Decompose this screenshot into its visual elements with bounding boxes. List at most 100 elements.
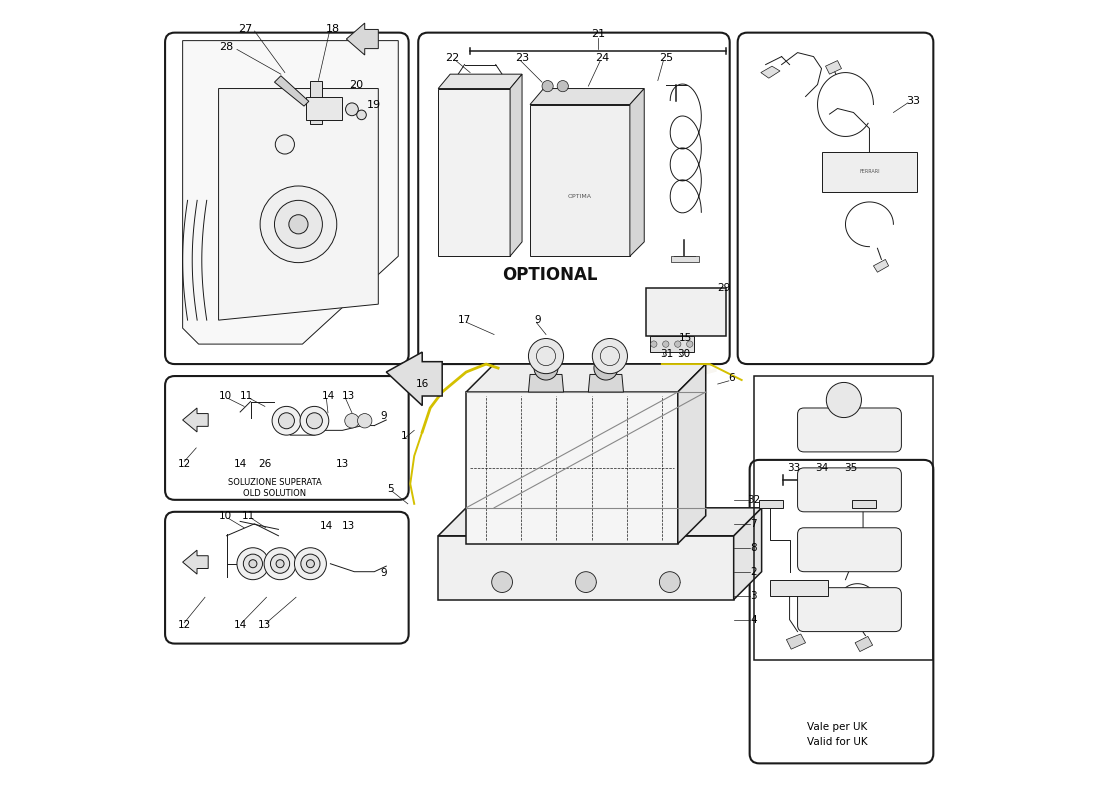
Text: 12: 12 bbox=[177, 620, 191, 630]
Circle shape bbox=[271, 554, 289, 574]
Text: 33: 33 bbox=[786, 463, 800, 473]
Text: 15: 15 bbox=[679, 333, 692, 342]
Circle shape bbox=[674, 341, 681, 347]
Text: 22: 22 bbox=[446, 53, 460, 63]
Circle shape bbox=[575, 572, 596, 593]
Polygon shape bbox=[219, 89, 378, 320]
FancyBboxPatch shape bbox=[798, 408, 901, 452]
Polygon shape bbox=[650, 336, 694, 352]
FancyBboxPatch shape bbox=[750, 460, 933, 763]
Polygon shape bbox=[466, 364, 706, 392]
Text: 25: 25 bbox=[659, 53, 673, 63]
Text: 11: 11 bbox=[240, 391, 253, 401]
Circle shape bbox=[659, 572, 680, 593]
FancyBboxPatch shape bbox=[165, 33, 408, 364]
Circle shape bbox=[542, 81, 553, 92]
Circle shape bbox=[650, 341, 657, 347]
Circle shape bbox=[344, 414, 359, 428]
Circle shape bbox=[300, 554, 320, 574]
Text: 14: 14 bbox=[321, 391, 334, 401]
Text: OPTIONAL: OPTIONAL bbox=[503, 266, 597, 285]
Text: 32: 32 bbox=[747, 495, 760, 505]
Text: OPTIMA: OPTIMA bbox=[568, 194, 592, 199]
Text: since 1985: since 1985 bbox=[520, 454, 644, 506]
Text: 14: 14 bbox=[320, 521, 333, 531]
Text: 31: 31 bbox=[660, 349, 673, 358]
Polygon shape bbox=[530, 105, 630, 256]
Polygon shape bbox=[386, 352, 442, 406]
Polygon shape bbox=[510, 74, 522, 256]
Circle shape bbox=[275, 135, 295, 154]
Circle shape bbox=[594, 356, 618, 380]
Text: 29: 29 bbox=[717, 283, 730, 293]
Circle shape bbox=[528, 338, 563, 374]
Text: 21: 21 bbox=[591, 30, 605, 39]
Circle shape bbox=[686, 341, 693, 347]
Text: 6: 6 bbox=[728, 374, 735, 383]
Circle shape bbox=[264, 548, 296, 580]
Polygon shape bbox=[759, 500, 783, 508]
Polygon shape bbox=[438, 89, 510, 256]
Text: 23: 23 bbox=[515, 53, 529, 63]
Text: 3: 3 bbox=[750, 590, 757, 601]
Polygon shape bbox=[438, 74, 522, 89]
Circle shape bbox=[345, 103, 359, 116]
FancyBboxPatch shape bbox=[798, 588, 901, 631]
Polygon shape bbox=[825, 61, 842, 74]
Polygon shape bbox=[438, 508, 761, 536]
Text: 20: 20 bbox=[349, 79, 363, 90]
Text: 17: 17 bbox=[458, 315, 471, 325]
Circle shape bbox=[275, 200, 322, 248]
FancyBboxPatch shape bbox=[738, 33, 933, 364]
Text: 13: 13 bbox=[341, 391, 354, 401]
Polygon shape bbox=[646, 288, 726, 336]
Text: SOLUZIONE SUPERATA: SOLUZIONE SUPERATA bbox=[228, 478, 321, 486]
Polygon shape bbox=[307, 97, 342, 121]
Polygon shape bbox=[678, 364, 706, 544]
Circle shape bbox=[356, 110, 366, 120]
Text: 13: 13 bbox=[258, 620, 272, 630]
Text: 10: 10 bbox=[219, 391, 231, 401]
Polygon shape bbox=[873, 259, 889, 272]
Polygon shape bbox=[438, 536, 734, 600]
Circle shape bbox=[276, 560, 284, 568]
Circle shape bbox=[260, 186, 337, 262]
Text: FERRARI: FERRARI bbox=[859, 169, 880, 174]
Text: 7: 7 bbox=[750, 518, 757, 529]
Polygon shape bbox=[183, 550, 208, 574]
Text: 18: 18 bbox=[326, 24, 340, 34]
FancyBboxPatch shape bbox=[798, 468, 901, 512]
Polygon shape bbox=[466, 392, 678, 544]
Circle shape bbox=[534, 356, 558, 380]
Text: 27: 27 bbox=[238, 24, 252, 34]
Text: 9: 9 bbox=[381, 568, 387, 578]
Text: 35: 35 bbox=[845, 463, 858, 473]
Text: 24: 24 bbox=[595, 53, 609, 63]
Polygon shape bbox=[734, 508, 761, 600]
Polygon shape bbox=[851, 500, 876, 508]
Circle shape bbox=[558, 81, 569, 92]
Text: OLD SOLUTION: OLD SOLUTION bbox=[243, 489, 306, 498]
Polygon shape bbox=[310, 81, 322, 125]
Polygon shape bbox=[855, 636, 872, 651]
Polygon shape bbox=[822, 153, 917, 192]
Text: 14: 14 bbox=[233, 620, 246, 630]
Text: 5: 5 bbox=[387, 485, 394, 494]
Polygon shape bbox=[588, 374, 624, 392]
Text: 11: 11 bbox=[242, 510, 255, 521]
Circle shape bbox=[278, 413, 295, 429]
Text: 28: 28 bbox=[219, 42, 233, 52]
Text: 12: 12 bbox=[177, 459, 191, 469]
Text: 2: 2 bbox=[750, 566, 757, 577]
Circle shape bbox=[249, 560, 257, 568]
Circle shape bbox=[307, 560, 315, 568]
Circle shape bbox=[662, 341, 669, 347]
Polygon shape bbox=[346, 23, 378, 55]
Circle shape bbox=[295, 548, 327, 580]
Text: 4: 4 bbox=[750, 614, 757, 625]
FancyBboxPatch shape bbox=[798, 528, 901, 572]
Circle shape bbox=[307, 413, 322, 429]
Text: 10: 10 bbox=[219, 510, 231, 521]
Polygon shape bbox=[183, 408, 208, 432]
Circle shape bbox=[358, 414, 372, 428]
